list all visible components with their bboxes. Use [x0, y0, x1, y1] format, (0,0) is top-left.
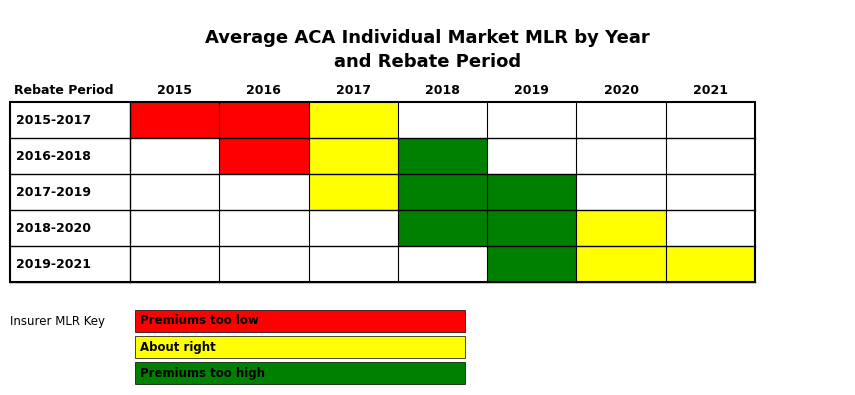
Bar — [576, 174, 666, 210]
Text: Rebate Period: Rebate Period — [14, 83, 114, 96]
Bar — [487, 174, 576, 210]
Bar — [219, 138, 309, 174]
Text: 2018: 2018 — [425, 83, 460, 96]
Bar — [130, 210, 219, 246]
Bar — [487, 102, 576, 138]
Bar — [666, 102, 755, 138]
Bar — [10, 138, 755, 174]
Bar — [135, 362, 465, 384]
Bar — [219, 174, 309, 210]
Bar — [10, 174, 755, 210]
Text: 2019: 2019 — [515, 83, 549, 96]
Bar — [576, 138, 666, 174]
Text: 2016: 2016 — [246, 83, 281, 96]
Bar — [309, 210, 398, 246]
Bar — [398, 174, 487, 210]
Bar — [309, 174, 398, 210]
Bar — [10, 246, 755, 282]
Bar — [666, 210, 755, 246]
Bar — [10, 102, 755, 138]
Text: 2015-2017: 2015-2017 — [16, 113, 91, 126]
Text: 2021: 2021 — [693, 83, 728, 96]
Bar — [219, 210, 309, 246]
Bar — [398, 102, 487, 138]
Bar — [135, 310, 465, 332]
Bar — [219, 246, 309, 282]
Bar — [10, 78, 755, 102]
Bar — [135, 336, 465, 358]
Bar — [309, 138, 398, 174]
Bar — [398, 246, 487, 282]
Bar — [666, 246, 755, 282]
Text: Premiums too high: Premiums too high — [140, 367, 265, 380]
Text: 2018-2020: 2018-2020 — [16, 222, 91, 235]
Bar — [130, 174, 219, 210]
Bar — [487, 210, 576, 246]
Text: Insurer MLR Key: Insurer MLR Key — [10, 314, 105, 327]
Bar — [666, 174, 755, 210]
Bar — [398, 210, 487, 246]
Bar — [130, 138, 219, 174]
Bar — [666, 138, 755, 174]
Bar — [398, 138, 487, 174]
Bar — [309, 246, 398, 282]
Text: and Rebate Period: and Rebate Period — [334, 53, 521, 71]
Text: Average ACA Individual Market MLR by Year: Average ACA Individual Market MLR by Yea… — [205, 29, 650, 47]
Bar — [487, 138, 576, 174]
Bar — [130, 102, 219, 138]
Bar — [130, 246, 219, 282]
Text: 2016-2018: 2016-2018 — [16, 149, 91, 162]
Text: 2015: 2015 — [157, 83, 192, 96]
Bar — [309, 102, 398, 138]
Bar — [576, 210, 666, 246]
Text: 2020: 2020 — [604, 83, 639, 96]
Text: Premiums too low: Premiums too low — [140, 314, 259, 327]
Bar — [219, 102, 309, 138]
Text: 2017: 2017 — [336, 83, 371, 96]
Bar — [10, 102, 755, 282]
Text: 2019-2021: 2019-2021 — [16, 258, 91, 271]
Bar — [10, 210, 755, 246]
Bar — [576, 102, 666, 138]
Text: 2017-2019: 2017-2019 — [16, 186, 91, 199]
Bar — [576, 246, 666, 282]
Text: About right: About right — [140, 340, 215, 354]
Bar — [487, 246, 576, 282]
